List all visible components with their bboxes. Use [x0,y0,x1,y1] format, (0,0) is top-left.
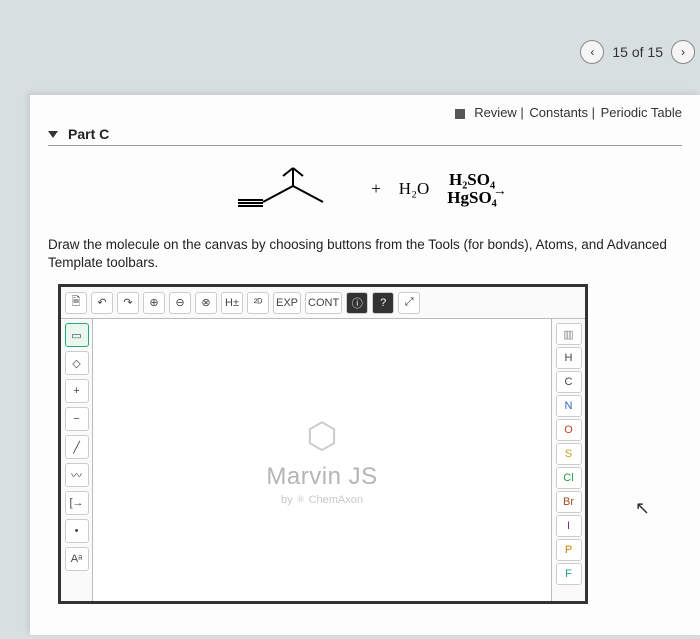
marvin-editor: 🗎↶↷⊕⊖⊗H±²ᴰEXPCONTⓘ?⤢ ▭◇+−╱〰[→•Aᵃ ▥HCNOSC… [58,284,588,604]
next-button[interactable]: › [671,40,695,64]
resource-links: Review | Constants | Periodic Table [48,105,682,120]
content-panel: Review | Constants | Periodic Table Part… [30,95,700,635]
left-tool-0[interactable]: ▭ [65,323,89,347]
review-icon [455,109,465,119]
top-tool-8[interactable]: EXP [273,292,301,314]
right-toolbar: ▥HCNOSClBrIPF [551,319,585,601]
top-tool-2[interactable]: ↷ [117,292,139,314]
left-tool-2[interactable]: + [65,379,89,403]
part-label: Part C [68,126,109,142]
top-tool-0[interactable]: 🗎 [65,292,87,314]
periodic-table-link[interactable]: Periodic Table [601,105,682,120]
left-tool-4[interactable]: ╱ [65,435,89,459]
left-tool-5[interactable]: 〰 [65,463,89,487]
atom-tool-▥[interactable]: ▥ [556,323,582,345]
collapse-icon [48,131,58,138]
atom-tool-I[interactable]: I [556,515,582,537]
atom-tool-H[interactable]: H [556,347,582,369]
review-link[interactable]: Review [474,105,517,120]
water-reagent: H₂O [399,179,429,199]
left-toolbar: ▭ ◇ + − ╱ 〰 [→ • Aᵃ [61,319,93,601]
left-tool-1[interactable]: ◇ [65,351,89,375]
top-toolbar: 🗎↶↷⊕⊖⊗H±²ᴰEXPCONTⓘ?⤢ [61,287,585,319]
left-tool-8[interactable]: Aᵃ [65,547,89,571]
top-tool-12[interactable]: ⤢ [398,292,420,314]
plus-sign: + [371,179,381,199]
top-tool-9[interactable]: CONT [305,292,342,314]
marvin-logo-icon: ⬡ [306,415,337,457]
marvin-brand: Marvin JS [266,463,377,491]
atom-tool-P[interactable]: P [556,539,582,561]
top-tool-10[interactable]: ⓘ [346,292,368,314]
left-tool-6[interactable]: [→ [65,491,89,515]
atom-tool-Br[interactable]: Br [556,491,582,513]
page-counter: 15 of 15 [612,44,663,60]
substrate-structure [233,164,353,214]
mercury-reagent: HgSO₄ [447,189,497,207]
atom-tool-F[interactable]: F [556,563,582,585]
prev-button[interactable]: ‹ [580,40,604,64]
reaction-arrow-icon: → [493,185,507,200]
atom-tool-O[interactable]: O [556,419,582,441]
top-tool-11[interactable]: ? [372,292,394,314]
atom-tool-S[interactable]: S [556,443,582,465]
reaction-scheme: + H₂O H₂SO₄ → HgSO₄ [48,164,682,214]
acid-reagent: H₂SO₄ [449,171,495,189]
left-tool-3[interactable]: − [65,407,89,431]
drawing-canvas[interactable]: ⬡ Marvin JS by ⚛ ChemAxon [93,319,551,601]
atom-tool-N[interactable]: N [556,395,582,417]
cursor-icon: ↖ [635,498,650,519]
top-tool-5[interactable]: ⊗ [195,292,217,314]
part-header[interactable]: Part C [48,126,682,146]
top-tool-7[interactable]: ²ᴰ [247,292,269,314]
atom-tool-C[interactable]: C [556,371,582,393]
constants-link[interactable]: Constants [529,105,588,120]
marvin-subtitle: by ⚛ ChemAxon [281,493,363,506]
top-tool-6[interactable]: H± [221,292,243,314]
atom-tool-Cl[interactable]: Cl [556,467,582,489]
left-tool-7[interactable]: • [65,519,89,543]
top-tool-4[interactable]: ⊖ [169,292,191,314]
top-tool-3[interactable]: ⊕ [143,292,165,314]
instruction-text: Draw the molecule on the canvas by choos… [48,236,682,272]
catalyst-reagents: H₂SO₄ → HgSO₄ [447,171,497,207]
top-tool-1[interactable]: ↶ [91,292,113,314]
